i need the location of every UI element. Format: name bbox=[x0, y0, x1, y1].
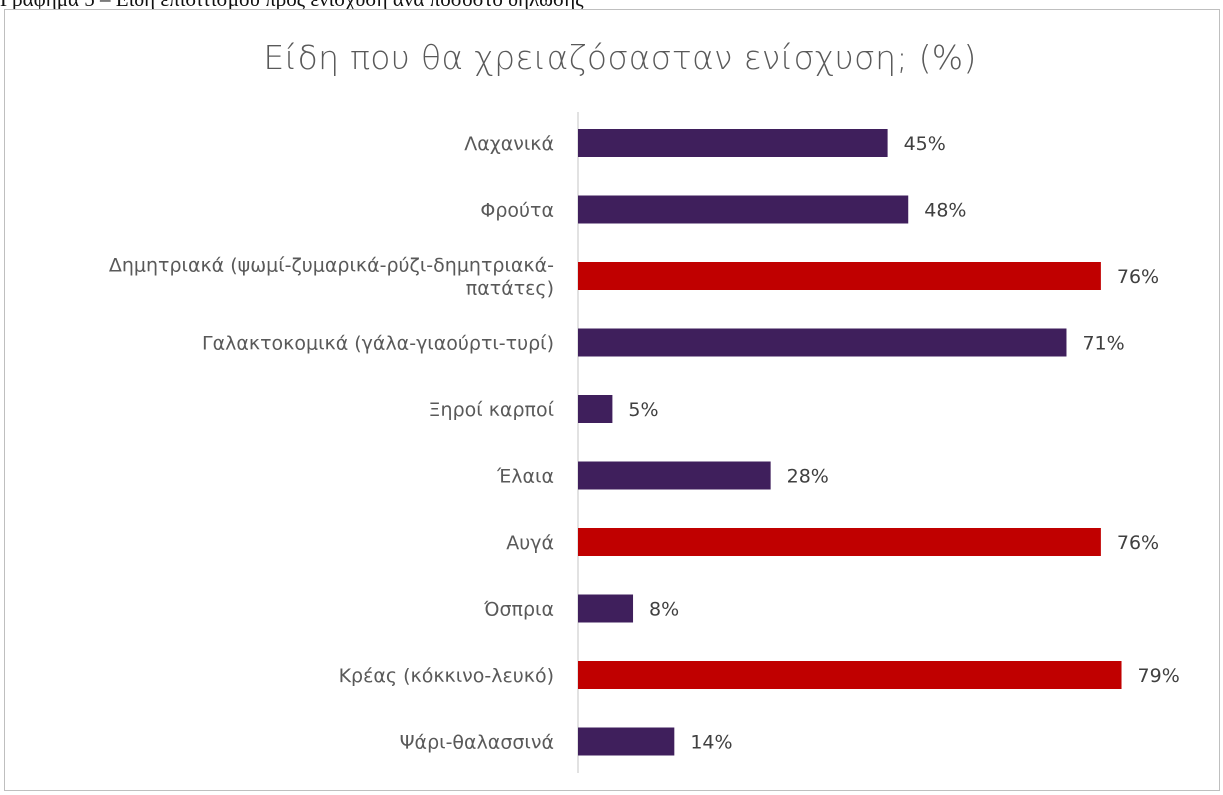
bar-8 bbox=[578, 661, 1122, 689]
value-label-3: 71% bbox=[1082, 333, 1124, 355]
category-label-1-line-0: Φρούτα bbox=[480, 200, 554, 222]
category-label-0-line-0: Λαχανικά bbox=[464, 133, 554, 155]
category-label-7-line-0: Όσπρια bbox=[483, 599, 554, 621]
bar-4 bbox=[578, 395, 613, 423]
bar-1 bbox=[578, 195, 909, 224]
value-label-0: 45% bbox=[904, 133, 946, 155]
category-label-4: Ξηροί καρποί bbox=[429, 399, 555, 421]
category-label-9: Ψάρι-θαλασσινά bbox=[400, 732, 554, 754]
value-label-2: 76% bbox=[1117, 266, 1159, 288]
category-label-2-line-1: πατάτες) bbox=[466, 278, 554, 300]
category-label-6: Αυγά bbox=[506, 532, 554, 554]
chart-title: Είδη που θα χρειαζόσασταν ενίσχυση; (%) bbox=[263, 38, 977, 77]
bar-6 bbox=[578, 528, 1101, 556]
value-label-6: 76% bbox=[1117, 532, 1159, 554]
category-label-1: Φρούτα bbox=[480, 200, 554, 222]
category-label-3-line-0: Γαλακτοκομικά (γάλα-γιαούρτι-τυρί) bbox=[202, 333, 554, 355]
figure-caption: Γράφημα 5 – Είδη επισιτισμού προς ενίσχυ… bbox=[0, 0, 584, 12]
value-label-7: 8% bbox=[649, 599, 679, 621]
category-label-8: Κρέας (κόκκινο-λευκό) bbox=[339, 665, 554, 687]
category-label-2: Δημητριακά (ψωμί-ζυμαρικά-ρύζι-δημητριακ… bbox=[109, 255, 554, 300]
value-label-1: 48% bbox=[924, 200, 966, 222]
category-label-6-line-0: Αυγά bbox=[506, 532, 554, 554]
value-label-5: 28% bbox=[787, 466, 829, 488]
category-label-0: Λαχανικά bbox=[464, 133, 554, 155]
value-label-8: 79% bbox=[1138, 665, 1180, 687]
category-label-7: Όσπρια bbox=[483, 599, 554, 621]
bar-7 bbox=[578, 594, 634, 623]
bar-0 bbox=[578, 129, 888, 157]
bar-3 bbox=[578, 328, 1067, 357]
category-label-2-line-0: Δημητριακά (ψωμί-ζυμαρικά-ρύζι-δημητριακ… bbox=[109, 255, 554, 277]
category-label-5: Έλαια bbox=[496, 466, 554, 488]
bars-group: 45% Λαχανικά 48% Φρούτα 76% Δημητριακά (ψωμί-… bbox=[109, 129, 1180, 756]
category-label-3: Γαλακτοκομικά (γάλα-γιαούρτι-τυρί) bbox=[202, 333, 554, 355]
bar-9 bbox=[578, 727, 675, 756]
value-label-4: 5% bbox=[628, 399, 658, 421]
bar-2 bbox=[578, 262, 1101, 290]
category-label-8-line-0: Κρέας (κόκκινο-λευκό) bbox=[339, 665, 554, 687]
category-label-5-line-0: Έλαια bbox=[496, 466, 554, 488]
bar-5 bbox=[578, 461, 771, 490]
category-label-4-line-0: Ξηροί καρποί bbox=[429, 399, 555, 421]
value-label-9: 14% bbox=[690, 732, 732, 754]
category-label-9-line-0: Ψάρι-θαλασσινά bbox=[400, 732, 554, 754]
